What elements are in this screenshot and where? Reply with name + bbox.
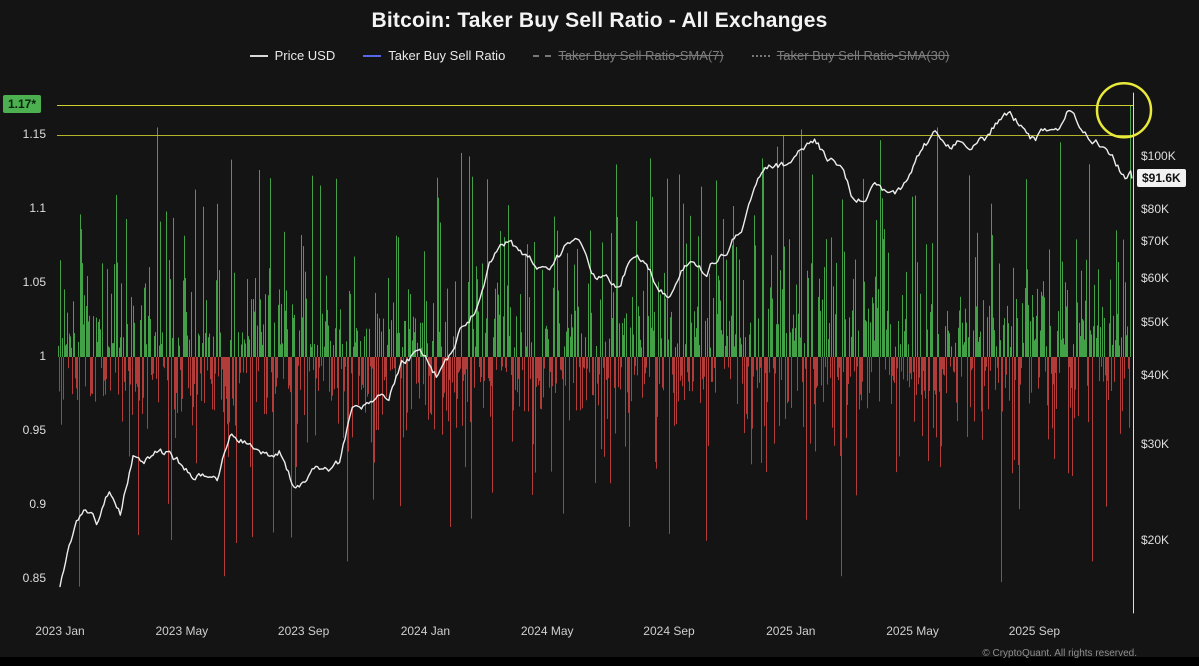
right-axis-tick: $30K (1141, 436, 1170, 451)
right-axis-tick: $20K (1141, 533, 1170, 548)
right-axis-tick: $50K (1141, 314, 1170, 329)
legend-label-price-usd: Price USD (274, 48, 336, 63)
left-axis-tick: 1 (39, 349, 46, 363)
legend-label-sma7: Taker Buy Sell Ratio-SMA(7) (558, 48, 724, 63)
x-axis-tick: 2023 Sep (277, 624, 330, 638)
x-axis-tick: 2025 Sep (1008, 624, 1061, 638)
current-price-badge: $91.6K (1137, 169, 1186, 187)
x-axis-tick: 2023 Jan (35, 624, 85, 638)
left-axis-tick: 0.95 (22, 423, 46, 438)
legend-item-sma30[interactable]: Taker Buy Sell Ratio-SMA(30) (751, 48, 950, 63)
bottom-strip (0, 657, 1199, 666)
sma7-line-marker (533, 54, 552, 57)
left-axis-tick: 0.9 (29, 497, 46, 512)
current-ratio-badge: 1.17* (3, 95, 42, 113)
legend-item-taker-ratio[interactable]: Taker Buy Sell Ratio (363, 48, 505, 63)
left-axis-tick: 1.1 (29, 200, 46, 215)
x-axis-tick: 2024 Sep (643, 624, 695, 638)
right-axis-tick: $70K (1141, 234, 1170, 249)
x-axis-tick: 2025 Jan (766, 624, 816, 638)
right-axis-tick: $100K (1141, 149, 1176, 163)
right-axis-tick: $60K (1141, 271, 1170, 286)
x-axis-tick: 2024 May (520, 624, 574, 638)
sma30-line-marker (751, 54, 770, 57)
legend-item-price-usd[interactable]: Price USD (249, 48, 336, 63)
legend-label-sma30: Taker Buy Sell Ratio-SMA(30) (776, 48, 950, 63)
right-axis-tick: $40K (1141, 367, 1170, 382)
footer-credit: © CryptoQuant. All rights reserved. (982, 648, 1137, 659)
left-axis-tick: 1.15 (22, 126, 46, 141)
left-axis-tick: 1.05 (22, 274, 46, 289)
x-axis-tick: 2023 May (155, 624, 209, 638)
legend-item-sma7[interactable]: Taker Buy Sell Ratio-SMA(7) (533, 48, 724, 63)
legend: Price USD Taker Buy Sell Ratio Taker Buy… (0, 48, 1199, 63)
right-axis-tick: $80K (1141, 202, 1170, 217)
taker-ratio-line-marker (363, 54, 382, 57)
left-axis-tick: 0.85 (22, 571, 46, 586)
price-line-marker (249, 54, 268, 57)
chart-title: Bitcoin: Taker Buy Sell Ratio - All Exch… (371, 9, 828, 32)
x-axis-tick: 2024 Jan (400, 624, 451, 638)
legend-label-taker-ratio: Taker Buy Sell Ratio (388, 48, 506, 63)
x-axis-tick: 2025 May (886, 624, 939, 638)
